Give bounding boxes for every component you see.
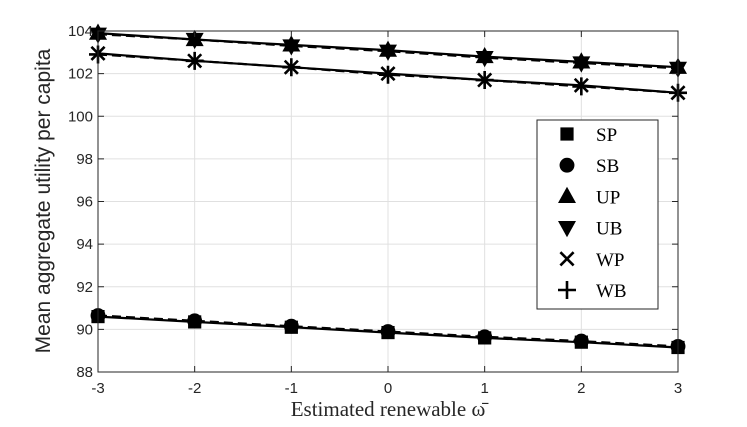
x-tick-label: 3 [674,380,682,397]
point-wb [282,58,301,77]
point-wb [572,77,591,96]
point-ub [185,32,204,50]
point-wb [379,65,397,84]
legend-marker-wb [558,281,576,299]
legend-marker-sp [560,127,574,141]
legend-label-wb: WB [596,281,627,302]
x-tick-label: -1 [285,380,298,397]
y-tick-label: 104 [68,23,93,40]
legend-label-sp: SP [596,125,617,146]
point-sb [380,324,396,339]
y-tick-label: 102 [68,66,93,83]
y-tick-label: 88 [76,364,93,381]
legend-marker-wp [559,251,575,267]
point-ub [282,39,301,56]
legend-label-sb: SB [596,156,619,177]
point-wb [475,71,494,90]
legend-box [536,119,659,310]
x-axis-label: Estimated renewable ω̄ [291,397,490,421]
y-axis-label: Mean aggregate utility per capita [32,48,55,353]
point-sb [573,333,589,349]
legend-marker-up [558,186,576,203]
legend-marker-ub [558,221,576,238]
ticks [97,30,679,373]
x-tick-label: 2 [577,380,585,397]
y-tick-label: 90 [76,321,93,338]
point-wb [185,51,204,70]
y-tick-labels: 88 90 92 94 96 98 100 102 104 [68,23,93,381]
y-tick-label: 100 [68,108,93,125]
point-sb [477,329,493,345]
legend-label-up: UP [596,187,620,208]
x-tick-label: 0 [384,380,392,397]
point-sb [283,318,299,334]
x-tick-label: -2 [188,380,201,397]
legend-label-ub: UB [596,219,622,240]
x-tick-labels: -3 -2 -1 0 1 2 3 [91,380,682,397]
point-ub [379,44,397,61]
y-tick-label: 96 [76,194,93,211]
legend: SP SB UP UB WP WB [536,119,659,310]
legend-label-wp: WP [596,250,625,271]
y-tick-label: 92 [76,279,93,296]
x-tick-label: 1 [480,380,488,397]
point-ub [475,51,494,68]
point-ub [572,56,591,73]
y-tick-label: 98 [76,151,93,168]
x-tick-label: -3 [91,380,104,397]
legend-marker-sb [559,157,575,173]
point-sb [187,313,203,329]
y-tick-label: 94 [76,236,93,253]
